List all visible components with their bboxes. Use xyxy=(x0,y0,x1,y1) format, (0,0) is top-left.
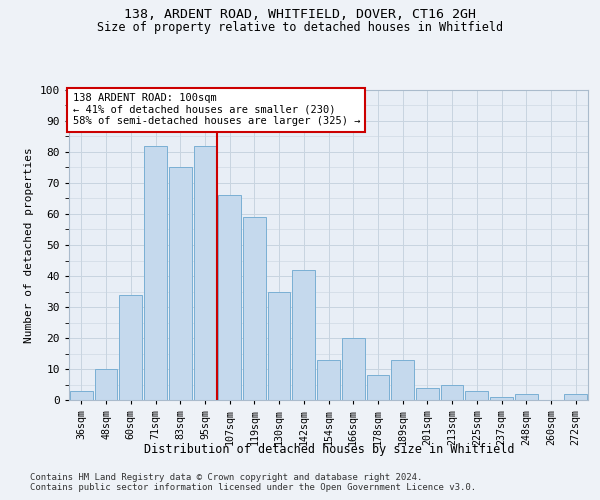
Bar xyxy=(144,146,167,400)
Bar xyxy=(342,338,365,400)
Bar xyxy=(70,390,93,400)
Bar xyxy=(416,388,439,400)
Bar xyxy=(95,369,118,400)
Text: Contains public sector information licensed under the Open Government Licence v3: Contains public sector information licen… xyxy=(30,484,476,492)
Bar xyxy=(119,294,142,400)
Bar xyxy=(268,292,290,400)
Bar xyxy=(490,397,513,400)
Text: 138, ARDENT ROAD, WHITFIELD, DOVER, CT16 2GH: 138, ARDENT ROAD, WHITFIELD, DOVER, CT16… xyxy=(124,8,476,20)
Bar xyxy=(292,270,315,400)
Text: Contains HM Land Registry data © Crown copyright and database right 2024.: Contains HM Land Registry data © Crown c… xyxy=(30,472,422,482)
Bar xyxy=(367,375,389,400)
Bar xyxy=(169,168,191,400)
Bar xyxy=(218,196,241,400)
Y-axis label: Number of detached properties: Number of detached properties xyxy=(24,147,34,343)
Bar xyxy=(194,146,216,400)
Bar xyxy=(515,394,538,400)
Text: Size of property relative to detached houses in Whitfield: Size of property relative to detached ho… xyxy=(97,21,503,34)
Bar xyxy=(564,394,587,400)
Text: 138 ARDENT ROAD: 100sqm
← 41% of detached houses are smaller (230)
58% of semi-d: 138 ARDENT ROAD: 100sqm ← 41% of detache… xyxy=(73,93,360,126)
Bar xyxy=(243,217,266,400)
Bar xyxy=(317,360,340,400)
Bar xyxy=(391,360,414,400)
Bar xyxy=(466,390,488,400)
Text: Distribution of detached houses by size in Whitfield: Distribution of detached houses by size … xyxy=(143,442,514,456)
Bar xyxy=(441,384,463,400)
